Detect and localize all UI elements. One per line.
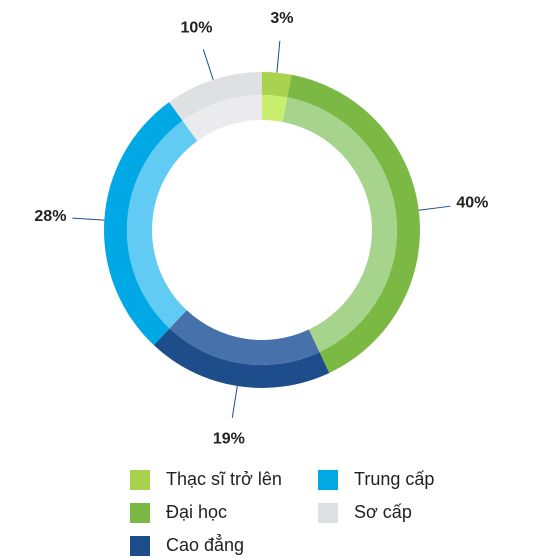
legend-swatch — [130, 536, 150, 556]
donut-slice — [153, 328, 330, 389]
legend-swatch — [318, 470, 338, 490]
data-label: 19% — [213, 431, 245, 448]
data-label: 28% — [34, 208, 66, 225]
data-label: 3% — [270, 10, 293, 27]
donut-slice — [169, 72, 262, 121]
leader-line — [276, 40, 281, 73]
legend-swatch — [130, 503, 150, 523]
legend-label: Đại học — [166, 502, 227, 522]
legend-swatch — [318, 503, 338, 523]
legend-label: Trung cấp — [354, 469, 434, 489]
donut-slice-inner — [262, 95, 288, 122]
donut-slice-inner — [169, 310, 320, 365]
legend-label: Sơ cấp — [354, 502, 412, 522]
donut-slice — [103, 102, 183, 346]
donut-slice-inner — [182, 95, 262, 142]
donut-slice-inner — [282, 97, 397, 353]
donut-slice — [287, 74, 420, 373]
donut-slice — [262, 72, 292, 98]
donut-slice-inner — [126, 120, 198, 329]
legend-swatch — [130, 470, 150, 490]
leader-line — [72, 217, 105, 221]
leader-line — [418, 205, 451, 211]
legend-label: Cao đẳng — [166, 534, 244, 555]
leader-line — [231, 385, 238, 418]
legend-label: Thạc sĩ trở lên — [166, 469, 282, 489]
data-label: 40% — [456, 195, 488, 212]
data-label: 10% — [180, 20, 212, 37]
leader-line — [202, 49, 214, 80]
